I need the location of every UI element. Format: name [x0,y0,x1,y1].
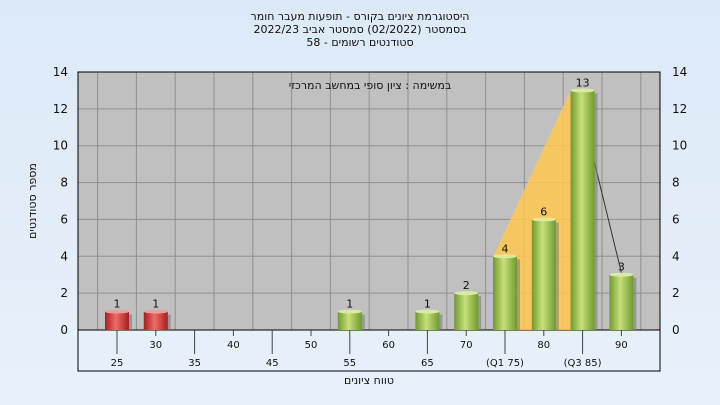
x-tick-label: 50 [305,340,318,351]
bar-(Q1 75) [493,256,517,330]
x-tick-label: (Q3 85) [564,358,602,369]
bar-cap [337,309,362,314]
data-label: 1 [346,298,353,311]
chart-title-block: היסטוגרמת ציונים בקורס - תופעות מעבר חומ… [0,10,720,49]
bar-25 [105,311,129,330]
data-label: 6 [540,205,547,218]
bar-cap [531,217,556,222]
data-label: 1 [114,298,121,311]
x-tick-label: (Q1 75) [486,358,524,369]
bar-65 [415,311,440,330]
x-tick-label: 55 [343,358,356,369]
data-label: 4 [502,242,509,255]
bar-cap [570,88,595,93]
y-tick-right: 10 [672,139,687,153]
bar-70 [454,293,479,330]
data-label: 1 [424,298,431,311]
bar-90 [609,274,634,330]
x-tick-label: 70 [460,340,473,351]
x-tick-label: 45 [266,358,279,369]
y-tick-left: 10 [53,139,68,153]
chart-title-line2: בסמסטר (02/2022) סמסטר אביב 2022/23 [253,23,467,36]
bar-55 [337,311,362,330]
plot-border [77,71,661,331]
y-tick-right: 6 [672,212,680,226]
y-tick-left: 2 [60,286,68,300]
y-tick-left: 8 [60,176,68,190]
chart-title-line3: סטודנטים רשומים - 58 [306,36,414,49]
y-tick-left: 0 [60,323,68,337]
bar-cap [493,254,517,259]
y-tick-left: 14 [53,65,68,79]
x-tick-label: 40 [227,340,240,351]
x-tick-label: 65 [421,358,434,369]
data-label: 3 [618,261,625,274]
y-axis-label: מספר סטודנטים [26,163,39,239]
x-tick-label: 30 [149,340,162,351]
bar-(Q3 85) [570,90,595,330]
y-tick-left: 6 [60,212,68,226]
bar-cap [105,309,129,314]
bar-cap [454,291,479,296]
chart-annotation: במשימה : ציון סופי במחשב המרכזי [289,79,452,92]
data-label: 13 [576,76,590,89]
y-tick-left: 12 [53,102,68,116]
chart-title-line1: היסטוגרמת ציונים בקורס - תופעות מעבר חומ… [250,10,470,23]
y-tick-right: 14 [672,65,687,79]
y-tick-right: 2 [672,286,680,300]
y-tick-right: 12 [672,102,687,116]
bar-cap [143,309,168,314]
data-label: 1 [152,298,159,311]
data-label: 2 [463,279,470,292]
y-tick-right: 8 [672,176,680,190]
y-tick-left: 4 [60,249,68,263]
x-tick-label: 35 [188,358,201,369]
x-tick-label: 60 [382,340,395,351]
x-tick-label: 25 [111,358,124,369]
x-tick-label: 80 [537,340,550,351]
x-tick-label: 90 [615,340,628,351]
x-axis-label: טווח ציונים [344,374,394,387]
bar-80 [531,219,556,330]
bar-30 [143,311,168,330]
y-tick-right: 4 [672,249,680,263]
bar-cap [415,309,440,314]
bar-cap [609,272,634,277]
y-tick-right: 0 [672,323,680,337]
